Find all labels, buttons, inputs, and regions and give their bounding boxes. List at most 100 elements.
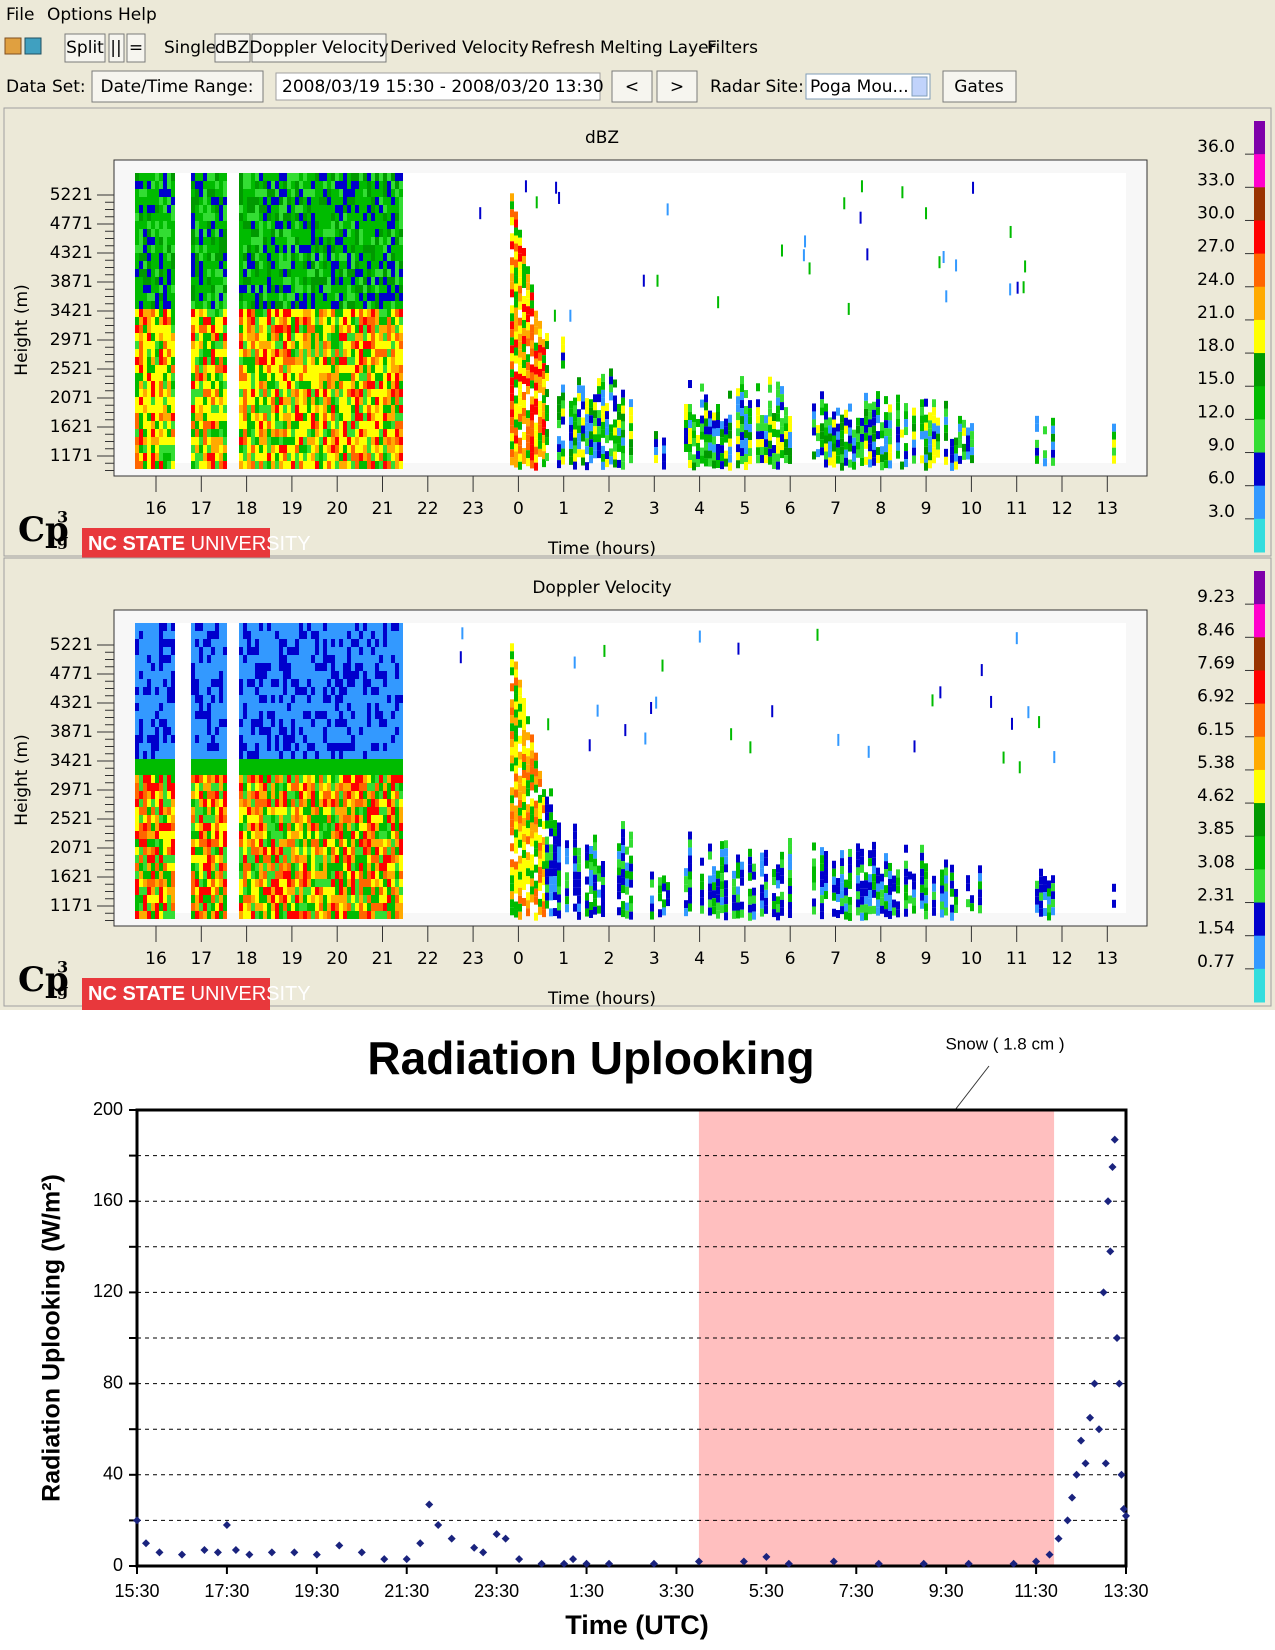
echo-cell [355, 173, 359, 181]
menu-options[interactable]: Options [47, 5, 113, 25]
echo-cell [219, 349, 223, 357]
echo-cell [760, 431, 764, 440]
echo-cell [191, 293, 195, 301]
echo-cell [728, 422, 732, 431]
echo-cell [772, 413, 776, 422]
echo-cell [139, 703, 143, 711]
vertical-button[interactable] [108, 33, 125, 63]
horizontal-button[interactable] [126, 33, 146, 63]
gates-button[interactable] [942, 70, 1017, 103]
echo-cell [191, 309, 195, 317]
open-icon[interactable] [4, 37, 22, 55]
echo-cell [147, 687, 151, 695]
echo-cell [135, 687, 139, 695]
next-button[interactable] [656, 70, 698, 103]
dbz-button[interactable] [214, 33, 251, 63]
echo-cell [335, 357, 339, 365]
echo-cell [379, 173, 383, 181]
echo-cell [327, 879, 331, 887]
echo-cell [207, 213, 211, 221]
echo-cell [868, 443, 872, 452]
echo-cell [780, 442, 784, 451]
echo-cell [135, 855, 139, 863]
echo-speck [808, 262, 811, 275]
echo-cell [147, 181, 151, 189]
echo-cell [311, 871, 315, 879]
echo-cell [355, 277, 359, 285]
echo-cell [147, 437, 151, 445]
derived-button[interactable]: Derived Velocity [390, 38, 529, 58]
echo-cell [219, 341, 223, 349]
echo-cell [199, 269, 203, 277]
echo-cell [303, 253, 307, 261]
menu-file[interactable]: File [6, 5, 34, 25]
echo-cell [279, 847, 283, 855]
echo-cell [171, 887, 175, 895]
echo-cell [195, 389, 199, 397]
echo-cell [788, 455, 792, 464]
split-button[interactable] [64, 33, 106, 63]
echo-cell [291, 903, 295, 911]
echo-cell [518, 277, 522, 286]
echo-cell [255, 695, 259, 703]
echo-cell [271, 421, 275, 429]
echo-cell [271, 679, 275, 687]
range-button[interactable] [91, 70, 264, 103]
echo-cell [692, 462, 696, 471]
echo-cell [259, 703, 263, 711]
echo-cell [223, 671, 227, 679]
echo-cell [299, 397, 303, 405]
echo-cell [259, 253, 263, 261]
echo-cell [167, 389, 171, 397]
echo-cell [279, 759, 283, 767]
echo-cell [299, 759, 303, 767]
echo-cell [323, 309, 327, 317]
save-icon[interactable] [24, 37, 42, 55]
echo-cell [514, 379, 518, 388]
echo-cell [275, 229, 279, 237]
echo-cell [291, 221, 295, 229]
echo-cell [395, 253, 399, 261]
single-button[interactable]: Single [164, 38, 216, 58]
echo-cell [251, 365, 255, 373]
echo-cell [319, 711, 323, 719]
echo-cell [351, 429, 355, 437]
echo-cell [363, 325, 367, 333]
filters-button[interactable]: Filters [707, 38, 758, 58]
echo-cell [215, 197, 219, 205]
echo-cell [195, 863, 199, 871]
echo-cell [311, 751, 315, 759]
echo-cell [219, 695, 223, 703]
echo-cell [195, 453, 199, 461]
echo-cell [912, 407, 916, 416]
dropdown-arrow[interactable] [911, 76, 928, 97]
echo-cell [609, 456, 613, 465]
echo-cell [219, 767, 223, 775]
prev-button[interactable] [611, 70, 653, 103]
range-field[interactable] [275, 72, 601, 101]
menu-help[interactable]: Help [118, 5, 157, 25]
echo-cell [155, 863, 159, 871]
echo-cell [585, 406, 589, 415]
echo-cell [239, 445, 243, 453]
echo-cell [323, 743, 327, 751]
echo-cell [323, 663, 327, 671]
refresh-button[interactable]: Refresh [531, 38, 595, 58]
echo-cell [848, 403, 852, 412]
echo-cell [291, 767, 295, 775]
echo-cell [163, 413, 167, 421]
echo-cell [526, 266, 530, 275]
echo-cell [287, 317, 291, 325]
doppler-button[interactable] [251, 33, 387, 63]
echo-cell [347, 863, 351, 871]
melting-button[interactable]: Melting Layer [600, 38, 716, 58]
echo-cell [155, 719, 159, 727]
echo-cell [203, 719, 207, 727]
echo-cell [784, 439, 788, 448]
echo-cell [307, 623, 311, 631]
echo-cell [295, 775, 299, 783]
echo-cell [171, 679, 175, 687]
site-dropdown[interactable] [805, 73, 931, 100]
echo-cell [211, 181, 215, 189]
echo-cell [335, 815, 339, 823]
